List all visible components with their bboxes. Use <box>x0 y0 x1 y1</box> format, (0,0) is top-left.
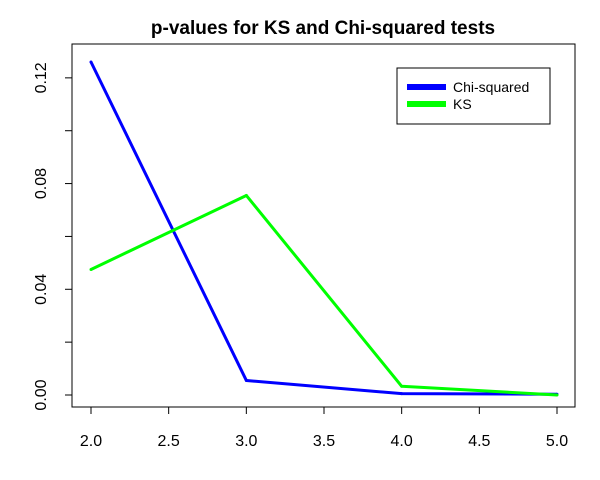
data-point-ks <box>89 267 93 271</box>
y-tick-label: 0.08 <box>33 168 50 199</box>
x-tick-label: 2.0 <box>80 433 102 450</box>
x-tick-label: 3.5 <box>313 433 335 450</box>
data-point-chi-squared <box>400 392 404 396</box>
data-point-ks <box>555 393 559 397</box>
y-tick-label: 0.00 <box>33 379 50 410</box>
data-point-ks <box>400 384 404 388</box>
y-axis: 0.00 0.04 0.08 0.12 <box>33 62 73 411</box>
x-tick-label: 4.0 <box>391 433 413 450</box>
x-axis: 2.0 2.5 3.0 3.5 4.0 4.5 5.0 <box>80 406 568 450</box>
legend-label-chi-squared: Chi-squared <box>453 79 529 95</box>
y-tick-label: 0.12 <box>33 62 50 93</box>
series-line-chi-squared <box>89 61 558 396</box>
x-tick-label: 3.0 <box>235 433 257 450</box>
series-line-ks <box>90 193 558 397</box>
legend-label-ks: KS <box>453 96 472 112</box>
chart-title: p-values for KS and Chi-squared tests <box>151 18 495 39</box>
data-point-chi-squared <box>89 60 93 64</box>
series-layer <box>89 60 559 397</box>
data-point-ks <box>244 193 248 197</box>
x-tick-label: 5.0 <box>546 433 568 450</box>
y-tick-label: 0.04 <box>33 274 50 305</box>
legend-box <box>396 67 551 125</box>
x-tick-label: 4.5 <box>468 433 490 450</box>
x-tick-label: 2.5 <box>158 433 180 450</box>
data-point-chi-squared <box>244 378 248 382</box>
